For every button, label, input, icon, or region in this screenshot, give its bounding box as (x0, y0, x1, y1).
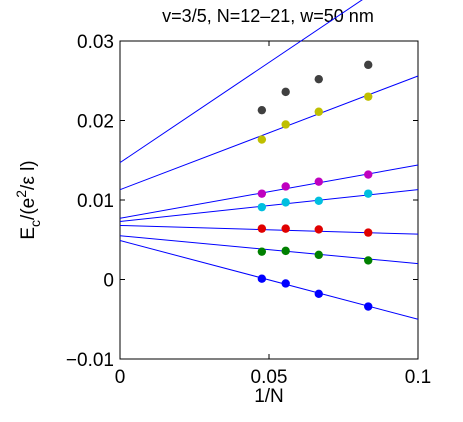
x-tick-label: 0.1 (405, 367, 431, 388)
data-point (314, 225, 323, 234)
data-point (281, 120, 290, 129)
data-point (314, 196, 323, 205)
fit-line-1 (119, 0, 363, 164)
x-axis-label: 1/N (254, 386, 284, 407)
data-points (257, 60, 373, 311)
data-point (257, 224, 267, 233)
x-tick-label: 0 (115, 367, 126, 388)
data-point (281, 279, 290, 288)
data-point (257, 189, 267, 198)
data-point (257, 135, 267, 144)
x-tick-label: 0.05 (251, 367, 288, 388)
data-point (257, 247, 267, 256)
data-point (364, 228, 373, 237)
y-tick-label: 0.03 (77, 32, 114, 53)
plot-frame (119, 40, 419, 360)
y-tick-label: 0.01 (77, 191, 114, 212)
data-point (314, 74, 323, 84)
data-point (364, 92, 373, 101)
data-point (281, 246, 290, 256)
data-point (281, 182, 290, 191)
y-tick-label: 0.02 (77, 112, 114, 133)
data-point (281, 224, 290, 233)
data-point (364, 60, 373, 70)
data-point (364, 189, 373, 198)
data-point (257, 202, 267, 212)
data-point (257, 274, 267, 283)
data-point (257, 105, 267, 115)
chart-title: v=3/5, N=12–21, w=50 nm (162, 6, 374, 26)
data-point (364, 256, 373, 265)
data-point (281, 87, 290, 97)
y-tick-label: 0 (103, 271, 114, 292)
y-axis-label: Ec/(e2/ε l) (13, 160, 43, 239)
data-point (281, 198, 290, 207)
axis-ticks (119, 40, 419, 360)
data-point (364, 170, 373, 179)
data-point (314, 107, 323, 116)
data-point (314, 289, 323, 299)
data-point (314, 250, 323, 260)
data-point (314, 177, 323, 186)
y-tick-label: −0.01 (66, 350, 114, 371)
data-point (364, 302, 373, 311)
